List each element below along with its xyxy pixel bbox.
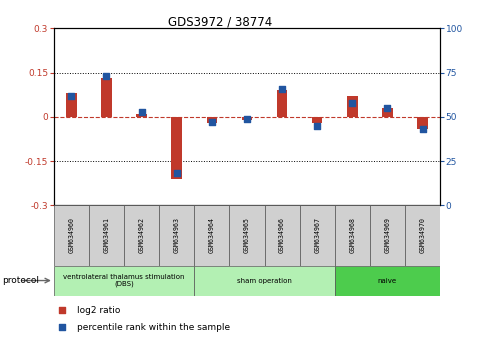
Point (278, 86, 285, 91)
Bar (124, 205, 159, 266)
Bar (299, 205, 334, 266)
Text: GSM634966: GSM634966 (279, 217, 285, 253)
Point (58, 307, 65, 313)
Bar (136, 114, 146, 117)
Text: percentile rank within the sample: percentile rank within the sample (77, 322, 230, 332)
Point (172, 171, 180, 176)
Text: naive: naive (377, 278, 396, 284)
Point (67, 93, 75, 98)
Text: GSM634961: GSM634961 (103, 217, 109, 253)
Point (243, 116, 250, 121)
Point (347, 100, 355, 105)
Point (138, 109, 145, 114)
Text: log2 ratio: log2 ratio (77, 306, 120, 315)
Bar (101, 79, 111, 117)
Point (313, 123, 321, 129)
Bar (89, 205, 124, 266)
Text: GDS3972 / 38774: GDS3972 / 38774 (167, 16, 272, 29)
Bar (382, 108, 392, 117)
Bar (404, 205, 439, 266)
Bar (346, 96, 357, 117)
Point (418, 126, 426, 132)
Bar (66, 93, 77, 117)
Text: GSM634963: GSM634963 (173, 217, 179, 253)
Bar (54, 205, 89, 266)
Bar (229, 205, 264, 266)
Text: GSM634965: GSM634965 (244, 217, 249, 253)
Bar (241, 117, 252, 120)
Text: GSM634969: GSM634969 (384, 217, 389, 253)
Point (207, 119, 215, 125)
Text: sham operation: sham operation (237, 278, 291, 284)
Text: GSM634970: GSM634970 (419, 217, 425, 253)
Bar (416, 117, 427, 129)
Bar (311, 117, 322, 123)
Bar (369, 205, 404, 266)
Text: GSM634962: GSM634962 (138, 217, 144, 253)
Bar (206, 117, 217, 123)
Text: GSM634968: GSM634968 (348, 217, 355, 253)
Bar (276, 90, 287, 117)
Text: protocol: protocol (2, 276, 40, 285)
Text: GSM634960: GSM634960 (68, 217, 74, 253)
Bar (171, 117, 182, 179)
Bar (334, 266, 439, 296)
Text: GSM634964: GSM634964 (208, 217, 214, 253)
Bar (54, 266, 194, 296)
Point (383, 105, 390, 111)
Bar (194, 205, 229, 266)
Bar (194, 266, 334, 296)
Text: GSM634967: GSM634967 (314, 217, 320, 253)
Bar (159, 205, 194, 266)
Bar (334, 205, 369, 266)
Point (102, 73, 110, 79)
Point (58, 324, 65, 330)
Text: ventrolateral thalamus stimulation
(DBS): ventrolateral thalamus stimulation (DBS) (63, 274, 184, 287)
Bar (264, 205, 299, 266)
